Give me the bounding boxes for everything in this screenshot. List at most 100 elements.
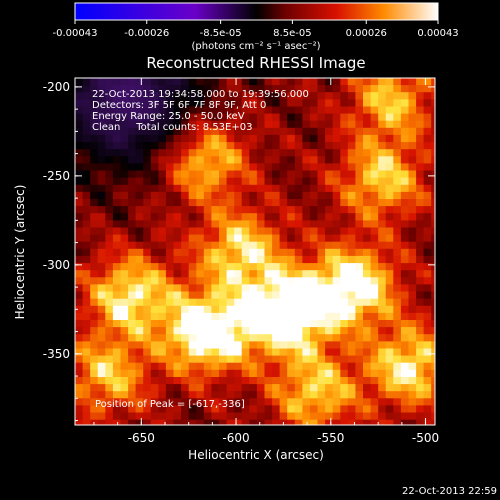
heatmap-cell xyxy=(158,263,167,271)
heatmap-cell xyxy=(385,142,394,150)
heatmap-cell xyxy=(75,227,84,236)
heatmap-cell xyxy=(82,362,91,371)
heatmap-cell xyxy=(203,412,212,421)
heatmap-cell xyxy=(143,213,152,221)
heatmap-cell xyxy=(120,113,129,122)
heatmap-cell xyxy=(332,170,341,179)
heatmap-cell xyxy=(272,334,281,342)
heatmap-cell xyxy=(234,277,243,285)
heatmap-cell xyxy=(165,277,175,285)
heatmap-cell xyxy=(196,412,205,421)
heatmap-cell xyxy=(272,369,281,378)
heatmap-cell xyxy=(249,106,258,115)
heatmap-cell xyxy=(234,127,243,136)
heatmap-cell xyxy=(431,270,435,278)
heatmap-cell xyxy=(196,384,205,392)
y-tick-label: -300 xyxy=(43,258,70,272)
heatmap-cell xyxy=(317,78,326,86)
heatmap-cell xyxy=(97,127,106,136)
heatmap-cell xyxy=(408,291,417,300)
heatmap-cell xyxy=(158,412,167,421)
heatmap-cell xyxy=(120,134,129,143)
heatmap-cell xyxy=(347,320,356,328)
heatmap-cell xyxy=(264,305,273,314)
heatmap-cell xyxy=(423,199,432,207)
heatmap-cell xyxy=(355,291,364,300)
heatmap-cell xyxy=(378,99,387,108)
heatmap-cell xyxy=(249,191,258,200)
heatmap-cell xyxy=(188,362,197,371)
heatmap-cell xyxy=(188,184,197,193)
heatmap-cell xyxy=(416,320,425,328)
heatmap-cell xyxy=(355,227,364,236)
heatmap-cell xyxy=(158,362,167,371)
heatmap-cell xyxy=(272,156,281,164)
heatmap-cell xyxy=(120,369,129,378)
heatmap-cell xyxy=(393,419,402,425)
heatmap-cell xyxy=(309,369,319,378)
heatmap-cell xyxy=(400,419,410,425)
heatmap-cell xyxy=(241,277,250,285)
heatmap-cell xyxy=(423,398,432,406)
heatmap-cell xyxy=(279,85,288,93)
heatmap-cell xyxy=(385,384,394,392)
heatmap-cell xyxy=(219,284,228,293)
heatmap-cell xyxy=(128,362,137,371)
heatmap-cell xyxy=(332,163,341,172)
heatmap-cell xyxy=(363,291,372,300)
heatmap-cell xyxy=(439,114,447,122)
heatmap-cell xyxy=(439,327,447,335)
heatmap-cell xyxy=(249,163,258,172)
heatmap-cell xyxy=(241,405,250,414)
heatmap-cell xyxy=(302,377,311,385)
heatmap-cell xyxy=(279,156,288,164)
heatmap-cell xyxy=(431,341,435,350)
heatmap-cell xyxy=(241,120,250,129)
heatmap-cell xyxy=(203,341,212,350)
heatmap-cell xyxy=(90,341,99,350)
heatmap-cell xyxy=(226,277,235,285)
heatmap-cell xyxy=(211,206,220,214)
heatmap-cell xyxy=(82,341,91,350)
heatmap-cell xyxy=(196,127,205,136)
heatmap-cell xyxy=(226,142,235,150)
heatmap-cell xyxy=(226,206,235,214)
heatmap-cell xyxy=(256,163,266,172)
heatmap-cell xyxy=(423,134,432,143)
heatmap-cell xyxy=(439,363,447,371)
heatmap-cell xyxy=(75,149,84,157)
heatmap-cell xyxy=(82,248,91,257)
heatmap-cell xyxy=(143,298,152,307)
heatmap-cell xyxy=(249,170,258,179)
heatmap-cell xyxy=(347,120,356,129)
heatmap-cell xyxy=(256,85,266,93)
heatmap-cell xyxy=(416,85,425,93)
heatmap-cell xyxy=(120,142,129,150)
heatmap-cell xyxy=(135,113,144,122)
heatmap-cell xyxy=(219,92,228,100)
heatmap-cell xyxy=(135,377,144,385)
heatmap-cell xyxy=(363,170,372,179)
heatmap-cell xyxy=(120,191,129,200)
heatmap-cell xyxy=(370,277,379,285)
heatmap-cell xyxy=(400,341,410,350)
heatmap-cell xyxy=(325,405,334,414)
heatmap-cell xyxy=(302,398,311,406)
heatmap-cell xyxy=(241,284,250,293)
heatmap-cell xyxy=(393,206,402,214)
heatmap-cell xyxy=(340,120,349,129)
heatmap-cell xyxy=(325,419,334,425)
heatmap-cell xyxy=(385,263,394,271)
heatmap-cell xyxy=(416,255,425,264)
colorbar xyxy=(74,2,439,21)
heatmap-cell xyxy=(249,78,258,86)
heatmap-cell xyxy=(173,327,182,335)
heatmap-cell xyxy=(112,184,122,193)
heatmap-cell xyxy=(249,184,258,193)
heatmap-cell xyxy=(256,220,266,229)
heatmap-cell xyxy=(431,255,435,264)
heatmap-cell xyxy=(279,412,288,421)
heatmap-cell xyxy=(196,291,205,300)
heatmap-cell xyxy=(423,78,432,86)
heatmap-cell xyxy=(317,177,326,186)
